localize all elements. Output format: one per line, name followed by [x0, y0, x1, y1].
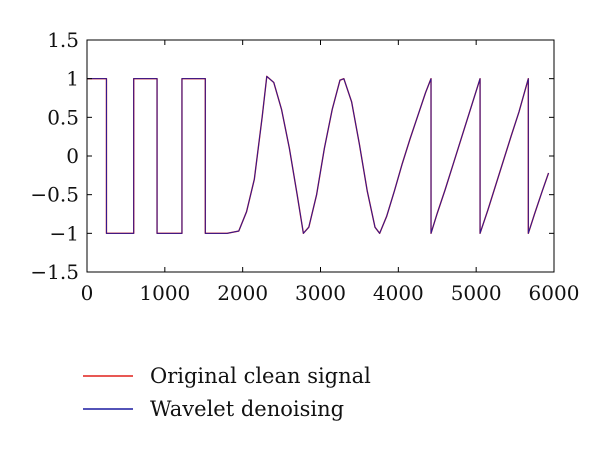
- x-tick-label-1: 1000: [139, 281, 190, 305]
- y-tick-label-2: 0.5: [47, 105, 79, 129]
- y-tick-label-5: −1: [50, 221, 79, 245]
- x-tick-label-0: 0: [81, 281, 94, 305]
- y-tick-labels: 1.5 1 0.5 0 −0.5 −1 −1.5: [30, 28, 79, 284]
- x-tick-label-4: 4000: [373, 281, 424, 305]
- y-tick-label-3: 0: [66, 144, 79, 168]
- series-line-1: [87, 75, 550, 234]
- x-tick-label-6: 6000: [529, 281, 580, 305]
- y-tick-label-6: −1.5: [30, 260, 79, 284]
- y-tick-label-4: −0.5: [30, 183, 79, 207]
- x-tick-labels: 0 1000 2000 3000 4000 5000 6000: [81, 281, 580, 305]
- y-tick-label-1: 1: [66, 67, 79, 91]
- x-tick-label-2: 2000: [217, 281, 268, 305]
- y-tick-label-0: 1.5: [47, 28, 79, 52]
- x-tick-label-5: 5000: [451, 281, 502, 305]
- plot-frame: [86, 39, 555, 273]
- x-tick-label-3: 3000: [295, 281, 346, 305]
- legend-label-0: Original clean signal: [150, 364, 371, 388]
- series-layer: [87, 75, 550, 235]
- legend: Original clean signal Wavelet denoising: [83, 364, 371, 421]
- legend-label-1: Wavelet denoising: [150, 397, 344, 421]
